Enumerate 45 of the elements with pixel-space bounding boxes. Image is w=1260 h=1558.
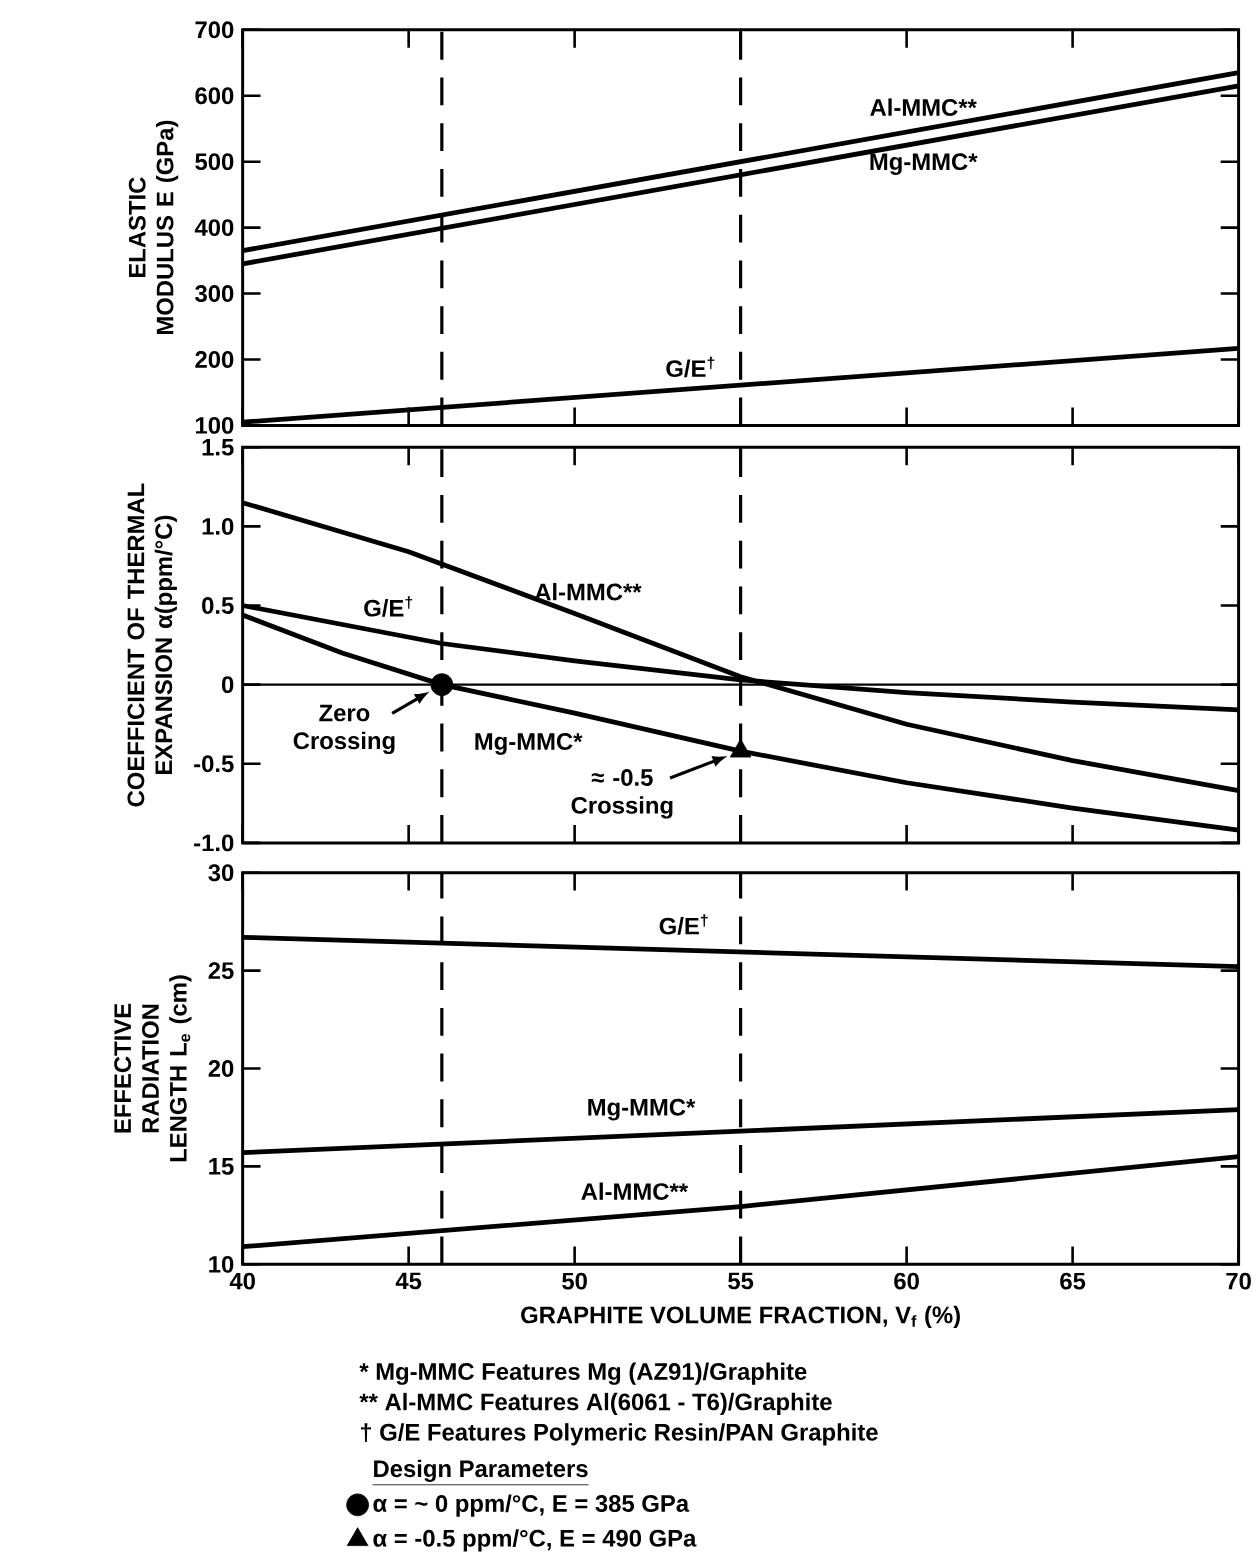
y-tick-label: 100 xyxy=(196,416,234,434)
y-tick-label: -1.0 xyxy=(194,834,234,852)
y-axis-title: COEFFICIENT OF THERMAL EXPANSION α(ppm/°C) xyxy=(127,483,177,807)
y-tick-label: 25 xyxy=(208,962,234,980)
text: † G/E Features Polymeric Resin/PAN Graphite xyxy=(361,1423,878,1446)
y-tick-label: -0.5 xyxy=(194,755,234,773)
y-tick-label: 400 xyxy=(194,219,234,237)
y-tick-label: 30 xyxy=(208,864,234,882)
series-label: Mg-MMC* xyxy=(475,733,583,755)
series-label: Mg-MMC* xyxy=(870,153,978,175)
x-tick-label: 50 xyxy=(562,1272,588,1290)
x-tick-label: 55 xyxy=(728,1272,754,1290)
y-tick-label: 300 xyxy=(195,285,234,303)
legend-label: α = ~ 0 ppm/°C, E = 385 GPa xyxy=(373,1494,690,1517)
y-tick-label: 1.5 xyxy=(202,438,234,456)
x-tick-label: 40 xyxy=(229,1272,256,1290)
y-tick-label: 500 xyxy=(195,153,234,171)
annotation: Zero Crossing xyxy=(293,704,395,755)
y-tick-label: 600 xyxy=(195,87,234,105)
text: * Mg-MMC Features Mg (AZ91)/Graphite xyxy=(359,1362,807,1385)
y-tick-label: 20 xyxy=(208,1060,234,1077)
x-tick-label: 70 xyxy=(1226,1272,1251,1290)
y-tick-label: 200 xyxy=(195,351,234,368)
y-axis-title: ELASTIC MODULUS E (GPa) xyxy=(128,120,179,335)
legend-label: α = -0.5 ppm/°C, E = 490 GPa xyxy=(373,1529,697,1552)
y-tick-label: 15 xyxy=(209,1158,234,1175)
y-tick-label: 0 xyxy=(222,676,234,694)
y-tick-label: 700 xyxy=(195,21,234,39)
x-tick-label: 45 xyxy=(395,1272,422,1290)
x-tick-label: 60 xyxy=(894,1272,919,1290)
series-label: G/E$^{†}$ xyxy=(666,356,715,378)
series-label: Mg-MMC* xyxy=(588,1098,696,1121)
x-tick-label: 65 xyxy=(1060,1272,1086,1290)
series-label: G/E$^{†}$ xyxy=(659,914,708,935)
y-tick-label: 10 xyxy=(209,1255,234,1273)
annotation: ≈ -0.5 Crossing xyxy=(571,769,673,819)
legend-title: Design Parameters xyxy=(374,1459,588,1482)
series-label: G/E$^{†}$ xyxy=(364,596,413,617)
y-tick-label: 1.0 xyxy=(202,517,234,535)
series-label: Al-MMC** xyxy=(581,1182,689,1201)
x-axis-title: GRAPHITE VOLUME FRACTION, V$_{f}$ (%) xyxy=(521,1305,961,1329)
y-tick-label: 0.5 xyxy=(202,597,234,614)
series-label: Al-MMC** xyxy=(534,582,642,601)
text: ** Al-MMC Features Al(6061 - T6)/Graphite xyxy=(359,1392,832,1416)
series-label: Al-MMC** xyxy=(870,98,977,116)
